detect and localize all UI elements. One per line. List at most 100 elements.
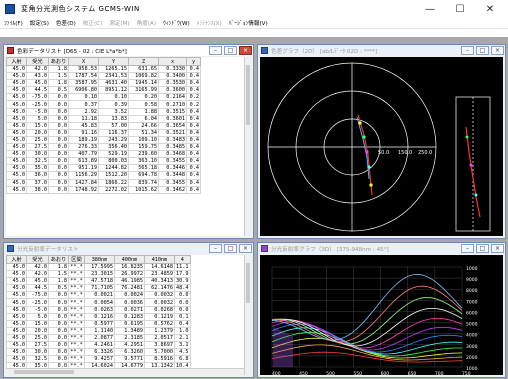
- table-row[interactable]: 45.0 42.0 1.8 **.* 17.5995 16.8235 14.6148 11.1: [6, 262, 191, 272]
- spectral-list-grid[interactable]: 入射 受光 あおり 区間 380nm 400nm 410nm 4 45.0 42.0 1.8 **.*…: [6, 255, 251, 375]
- table-cell: 45.0: [6, 355, 27, 364]
- spectral-list-titlebar[interactable]: 分光反射率データリスト – □ ×: [4, 243, 253, 254]
- menu-color-diff[interactable]: 色差(D): [55, 21, 76, 27]
- menu-file[interactable]: ﾌｧｲﾙ(F): [4, 21, 23, 27]
- color-list-maximize-button[interactable]: □: [224, 46, 237, 55]
- column-header[interactable]: Z: [128, 57, 159, 66]
- table-row[interactable]: 45.0 30.0 0.0 407.79 529.19 239.60 0.3468 0.4: [6, 150, 201, 159]
- menu-version[interactable]: ﾊﾞｰｼﾞｮﾝ情報(V): [228, 21, 268, 27]
- color-diff-graph-titlebar[interactable]: 色差グラフ（2D） [ab/Lﾃﾞｰﾀ 02D : ****] – □ ×: [258, 45, 505, 56]
- table-cell: 45.0: [6, 150, 27, 159]
- table-row[interactable]: 45.0 20.0 0.0 **.* 1.1140 1.3489 1.2379 1.0: [6, 326, 191, 335]
- table-cell: 4.2461: [84, 341, 115, 350]
- table-cell: 91.16: [68, 128, 99, 137]
- table-row[interactable]: 45.0 -5.0 0.0 2.92 3.52 1.88 0.3515 0.4: [6, 107, 201, 116]
- color-list-vscroll[interactable]: [244, 57, 251, 236]
- table-cell: 0.0: [174, 298, 191, 307]
- spectral-curve: [271, 337, 463, 359]
- table-row[interactable]: 45.0 15.0 0.0 **.* 0.5977 0.6195 0.5762 0.4: [6, 319, 191, 328]
- table-row[interactable]: 45.0 35.0 0.0 951.19 1244.82 565.18 0.3446 0.4: [6, 164, 201, 173]
- table-row[interactable]: 45.0 27.5 0.0 276.33 356.40 159.75 0.3485 0.4: [6, 143, 201, 152]
- column-header[interactable]: 受光: [26, 255, 49, 264]
- color-list-close-button[interactable]: ×: [239, 46, 252, 55]
- table-cell: **.*: [68, 305, 85, 314]
- y-tick-label: 6000: [466, 310, 478, 316]
- table-row[interactable]: 45.0 27.5 0.0 **.* 4.2461 4.2951 3.8697 3.1: [6, 341, 191, 350]
- spectral-list-close-button[interactable]: ×: [239, 244, 252, 253]
- menu-measure[interactable]: 測定(M): [109, 21, 130, 27]
- column-header[interactable]: X: [68, 57, 99, 66]
- column-header[interactable]: あおり: [48, 57, 69, 66]
- table-row[interactable]: 45.0 -75.0 0.0 **.* 0.0021 0.0024 0.0032 0.0: [6, 291, 191, 300]
- table-row[interactable]: 45.0 44.5 0.5 **.* 71.7105 76.2481 62.1476 48.4: [6, 284, 191, 293]
- column-header[interactable]: 入射: [6, 255, 27, 264]
- title-bar: 変角分光測色システム GCMS-WIN — ☐ ✕: [0, 0, 508, 18]
- column-header[interactable]: 区間: [68, 255, 85, 264]
- table-row[interactable]: 45.0 -75.0 0.0 0.10 0.10 0.20 0.2164 0.2: [6, 93, 201, 102]
- table-row[interactable]: 45.0 32.5 0.0 **.* 9.4257 9.5771 8.5916 6.8: [6, 355, 191, 364]
- column-header[interactable]: 410nm: [144, 255, 175, 264]
- table-row[interactable]: 45.0 36.0 0.0 1156.29 1512.20 694.78 0.3448 0.4: [6, 171, 201, 180]
- column-header[interactable]: Y: [98, 57, 129, 66]
- color-diff-graph-window[interactable]: 色差グラフ（2D） [ab/Lﾃﾞｰﾀ 02D : ****] – □ ×: [257, 44, 506, 239]
- spectral-list-vscroll[interactable]: [244, 255, 251, 375]
- menu-angle[interactable]: 角度(A): [136, 21, 157, 27]
- column-header[interactable]: 受光: [26, 57, 49, 66]
- table-cell: **.*: [68, 284, 85, 293]
- close-icon[interactable]: ✕: [485, 3, 495, 15]
- maximize-icon[interactable]: ☐: [455, 3, 465, 15]
- table-row[interactable]: 45.0 45.0 1.8 3587.95 4631.40 1945.14 0.3530 0.…: [6, 79, 201, 88]
- table-row[interactable]: 45.0 43.0 1.5 1787.54 2341.53 1069.82 0.3400 0.…: [6, 72, 201, 81]
- table-cell: 45.83: [68, 121, 99, 130]
- table-row[interactable]: 45.0 44.5 0.5 6906.80 8951.12 3165.99 0.3600 0.…: [6, 86, 201, 95]
- axis-label-250: 250.0: [418, 150, 432, 156]
- spectral-graph-window[interactable]: 分光反射率グラフ（3D） [375-948nm : 45°] – □ × 100…: [257, 242, 506, 378]
- spectral-curve: [271, 273, 463, 341]
- table-row[interactable]: 45.0 -25.0 0.0 **.* 0.0054 0.0036 0.0032 0.0: [6, 298, 191, 307]
- spectral-list-maximize-button[interactable]: □: [224, 244, 237, 253]
- menu-calibrate[interactable]: 校正(C): [82, 21, 103, 27]
- table-row[interactable]: 45.0 45.0 1.8 **.* 47.5718 46.1985 40.3413 30.9: [6, 277, 191, 286]
- table-row[interactable]: 45.0 30.0 0.0 **.* 6.3326 6.3260 5.7000 4.5: [6, 348, 191, 357]
- spectral-list-minimize-button[interactable]: –: [209, 244, 222, 253]
- column-header[interactable]: あおり: [48, 255, 69, 264]
- column-header[interactable]: 4: [174, 255, 191, 264]
- color-list-window[interactable]: 色彩データリスト [D65 - 02 : CIE L*a*b*] – □ × 入…: [3, 44, 254, 239]
- spectral-list-window[interactable]: 分光反射率データリスト – □ × 入射 受光 あおり 区間 380nm 400nm 410…: [3, 242, 254, 378]
- menu-settings[interactable]: 設定(S): [29, 21, 49, 27]
- graph-minimize-button[interactable]: –: [461, 46, 474, 55]
- table-row[interactable]: 45.0 42.0 1.5 **.* 23.3015 26.9972 23.4859 17.9: [6, 270, 191, 279]
- spectral-graph-titlebar[interactable]: 分光反射率グラフ（3D） [375-948nm : 45°] – □ ×: [258, 243, 505, 254]
- spectral-list-hscroll[interactable]: [6, 368, 244, 375]
- column-header[interactable]: 入射: [6, 57, 27, 66]
- table-row[interactable]: 45.0 5.0 0.0 **.* 0.1216 0.1283 0.1219 0.1: [6, 312, 191, 321]
- column-header[interactable]: 400nm: [114, 255, 145, 264]
- column-header[interactable]: x: [158, 57, 187, 66]
- column-header[interactable]: 380nm: [84, 255, 115, 264]
- spectral-graph-minimize-button[interactable]: –: [461, 244, 474, 253]
- table-row[interactable]: 45.0 5.0 0.0 11.18 13.83 6.04 0.3601 0.4: [6, 114, 201, 123]
- table-row[interactable]: 45.0 35.0 0.0 **.* 14.6024 14.6779 13.1342 10.4: [6, 362, 191, 371]
- minimize-icon[interactable]: —: [425, 3, 435, 15]
- color-list-minimize-button[interactable]: –: [209, 46, 222, 55]
- table-row[interactable]: 45.0 38.0 0.0 1748.92 2272.02 1015.62 0.3462 0.…: [6, 185, 201, 194]
- table-row[interactable]: 45.0 20.0 0.0 91.16 116.37 51.34 0.3521 0.4: [6, 128, 201, 137]
- table-row[interactable]: 45.0 15.0 0.0 45.83 57.00 24.66 0.3654 0.4: [6, 121, 201, 130]
- table-row[interactable]: 45.0 37.0 0.0 1427.84 1866.22 839.74 0.3455 0.4: [6, 178, 201, 187]
- graph-close-button[interactable]: ×: [491, 46, 504, 55]
- table-row[interactable]: 45.0 -5.0 0.0 **.* 0.0263 0.0271 0.0268 0.0: [6, 305, 191, 314]
- spectral-graph-maximize-button[interactable]: □: [476, 244, 489, 253]
- table-row[interactable]: 45.0 42.0 1.8 958.53 1265.15 631.65 0.3330 0.4: [6, 64, 201, 74]
- table-row[interactable]: 45.0 25.0 0.0 **.* 2.0877 2.3185 2.0517 2.1: [6, 333, 191, 343]
- spectral-graph-close-button[interactable]: ×: [491, 244, 504, 253]
- table-cell: 48.4: [174, 284, 191, 293]
- column-header[interactable]: y: [186, 57, 201, 66]
- table-row[interactable]: 45.0 32.5 0.0 613.89 800.03 363.10 0.3455 0.4: [6, 157, 201, 166]
- table-row[interactable]: 45.0 25.0 0.0 189.19 243.29 109.10 0.3483 0.4: [6, 135, 201, 145]
- menu-maintenance[interactable]: ﾒﾝﾃﾅﾝｽ(X): [196, 21, 222, 27]
- table-row[interactable]: 45.0 -25.0 0.0 0.37 0.39 0.58 0.2710 0.2: [6, 100, 201, 109]
- menu-window[interactable]: ｳｨﾝﾄﾞｳ(W): [163, 21, 190, 27]
- graph-maximize-button[interactable]: □: [476, 46, 489, 55]
- color-list-titlebar[interactable]: 色彩データリスト [D65 - 02 : CIE L*a*b*] – □ ×: [4, 45, 253, 56]
